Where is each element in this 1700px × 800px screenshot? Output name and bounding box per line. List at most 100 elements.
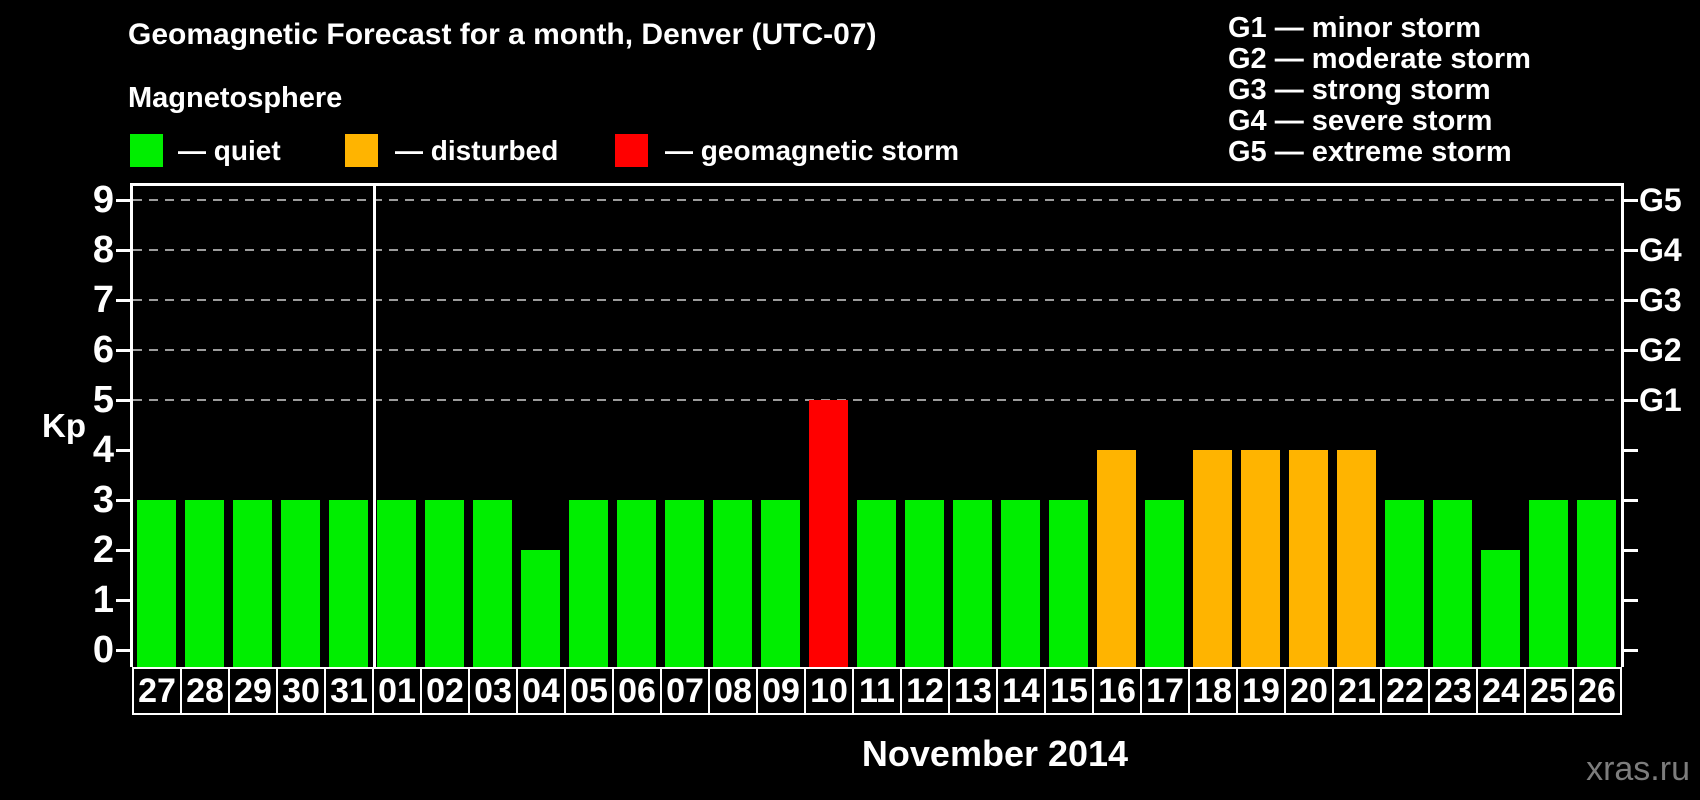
kp-bar — [1433, 500, 1472, 667]
kp-bar — [1193, 450, 1232, 667]
day-label: 13 — [948, 667, 998, 715]
storm-label: — geomagnetic storm — [665, 135, 960, 166]
y-tick-right — [1624, 399, 1638, 402]
kp-bar — [905, 500, 944, 667]
y-tick-right — [1624, 449, 1638, 452]
kp-bar — [521, 550, 560, 667]
quiet-swatch — [130, 134, 163, 167]
grid-line-kp8 — [133, 249, 1621, 251]
kp-bar — [1481, 550, 1520, 667]
y-tick-left — [116, 499, 130, 502]
day-label: 14 — [996, 667, 1046, 715]
y-tick-left — [116, 399, 130, 402]
kp-bar — [1577, 500, 1616, 667]
y-tick-left — [116, 549, 130, 552]
y-tick-label: 3 — [92, 479, 114, 521]
day-label: 26 — [1572, 667, 1622, 715]
day-label: 04 — [516, 667, 566, 715]
y-tick-left — [116, 599, 130, 602]
day-label: 03 — [468, 667, 518, 715]
day-label: 22 — [1380, 667, 1430, 715]
grid-line-kp5 — [133, 399, 1621, 401]
kp-bar — [617, 500, 656, 667]
day-label: 05 — [564, 667, 614, 715]
day-label: 17 — [1140, 667, 1190, 715]
y-tick-label: 5 — [92, 379, 114, 421]
kp-bar — [1385, 500, 1424, 667]
y-tick-right — [1624, 299, 1638, 302]
y-tick-left — [116, 449, 130, 452]
day-label: 24 — [1476, 667, 1526, 715]
y-tick-right — [1624, 199, 1638, 202]
y-tick-right — [1624, 649, 1638, 652]
kp-bar — [281, 500, 320, 667]
g-tick-label: G5 — [1639, 182, 1682, 218]
day-label: 16 — [1092, 667, 1142, 715]
y-tick-left — [116, 649, 130, 652]
day-label: 02 — [420, 667, 470, 715]
kp-bar — [137, 500, 176, 667]
kp-bar — [473, 500, 512, 667]
grid-line-kp6 — [133, 349, 1621, 351]
right-axis-line — [1621, 183, 1624, 667]
kp-bar — [809, 400, 848, 667]
kp-bar — [1289, 450, 1328, 667]
day-label: 18 — [1188, 667, 1238, 715]
day-label: 21 — [1332, 667, 1382, 715]
g-scale-line: G2 — moderate storm — [1228, 43, 1531, 75]
day-label: 31 — [324, 667, 374, 715]
kp-bar — [329, 500, 368, 667]
y-tick-right — [1624, 599, 1638, 602]
kp-bar — [1049, 500, 1088, 667]
y-axis-title: Kp — [42, 407, 86, 444]
y-tick-label: 9 — [92, 179, 114, 221]
kp-bar — [425, 500, 464, 667]
day-label: 20 — [1284, 667, 1334, 715]
y-tick-label: 7 — [92, 279, 114, 321]
y-tick-label: 0 — [92, 629, 114, 671]
kp-bar — [953, 500, 992, 667]
day-label: 10 — [804, 667, 854, 715]
storm-swatch — [615, 134, 648, 167]
y-tick-label: 1 — [92, 579, 114, 621]
day-label: 11 — [852, 667, 902, 715]
kp-bar — [185, 500, 224, 667]
g-tick-label: G4 — [1639, 232, 1682, 268]
kp-bar — [857, 500, 896, 667]
g-tick-label: G1 — [1639, 382, 1682, 418]
day-label: 25 — [1524, 667, 1574, 715]
y-tick-left — [116, 249, 130, 252]
kp-bar — [1337, 450, 1376, 667]
g-scale-line: G1 — minor storm — [1228, 12, 1481, 44]
day-label: 07 — [660, 667, 710, 715]
y-tick-left — [116, 299, 130, 302]
day-label: 23 — [1428, 667, 1478, 715]
g-scale-line: G3 — strong storm — [1228, 74, 1491, 106]
day-label: 09 — [756, 667, 806, 715]
watermark: xras.ru — [1586, 750, 1690, 788]
kp-bar — [1145, 500, 1184, 667]
y-tick-left — [116, 349, 130, 352]
grid-line-kp7 — [133, 299, 1621, 301]
day-label: 08 — [708, 667, 758, 715]
day-label: 15 — [1044, 667, 1094, 715]
g-scale-legend: G1 — minor storm G2 — moderate storm G3 — … — [1228, 13, 1531, 168]
g-scale-line: G5 — extreme storm — [1228, 136, 1512, 168]
kp-bar — [665, 500, 704, 667]
y-tick-label: 2 — [92, 529, 114, 571]
y-tick-right — [1624, 349, 1638, 352]
kp-bar — [1001, 500, 1040, 667]
g-tick-label: G2 — [1639, 332, 1682, 368]
day-label: 01 — [372, 667, 422, 715]
kp-bar — [377, 500, 416, 667]
day-label: 12 — [900, 667, 950, 715]
day-label: 06 — [612, 667, 662, 715]
kp-bar — [713, 500, 752, 667]
g-tick-label: G3 — [1639, 282, 1682, 318]
y-axis-line — [130, 183, 133, 667]
kp-bar — [761, 500, 800, 667]
day-label: 19 — [1236, 667, 1286, 715]
disturbed-label: — disturbed — [395, 135, 559, 166]
month-separator-line — [373, 183, 376, 667]
